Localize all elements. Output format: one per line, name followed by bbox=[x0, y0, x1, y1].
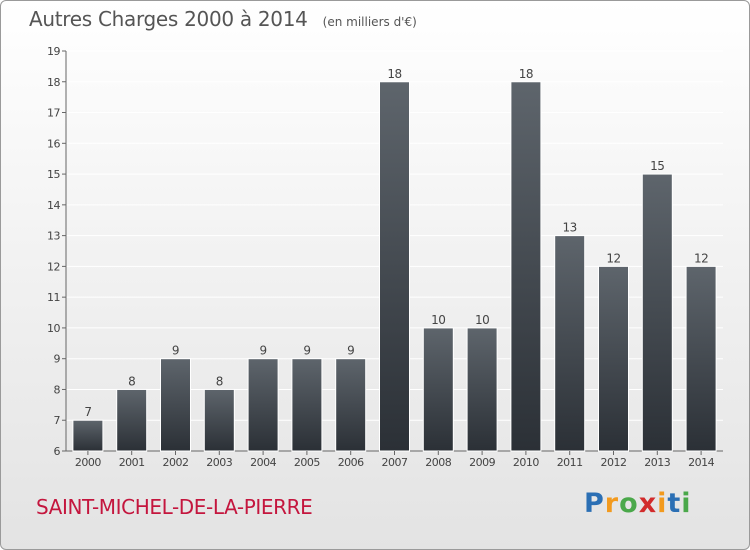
y-tick-label: 7 bbox=[54, 414, 61, 427]
y-tick-label: 14 bbox=[47, 199, 60, 212]
logo-letter: i bbox=[681, 488, 692, 519]
bar-value-label: 9 bbox=[303, 344, 310, 358]
bar-value-label: 10 bbox=[475, 313, 489, 327]
y-tick-label: 17 bbox=[47, 107, 60, 120]
bar bbox=[641, 173, 673, 452]
y-tick-label: 9 bbox=[54, 353, 61, 366]
y-tick-label: 18 bbox=[47, 76, 60, 89]
bar-value-label: 18 bbox=[387, 67, 401, 81]
y-tick-label: 12 bbox=[47, 260, 60, 273]
logo-letter: t bbox=[667, 488, 682, 519]
bar bbox=[116, 388, 148, 452]
x-tick-label: 2005 bbox=[294, 456, 320, 469]
y-tick-label: 6 bbox=[54, 445, 61, 458]
bar-value-label: 8 bbox=[128, 374, 135, 388]
bar bbox=[247, 358, 279, 452]
x-tick-label: 2006 bbox=[338, 456, 364, 469]
bar-value-label: 9 bbox=[347, 344, 354, 358]
bar bbox=[379, 81, 410, 452]
logo-letter: r bbox=[604, 488, 620, 519]
x-tick-label: 2009 bbox=[469, 456, 495, 469]
y-tick-label: 16 bbox=[47, 137, 60, 150]
logo-letter: i bbox=[657, 488, 668, 519]
x-tick-label: 2007 bbox=[382, 456, 408, 469]
x-tick-label: 2003 bbox=[206, 456, 232, 469]
bar-value-label: 12 bbox=[694, 251, 708, 265]
x-tick-label: 2008 bbox=[425, 456, 451, 469]
logo-letter: P bbox=[584, 488, 605, 519]
x-tick-label: 2010 bbox=[513, 456, 539, 469]
bar bbox=[160, 358, 191, 452]
bar bbox=[291, 358, 323, 452]
y-tick-label: 10 bbox=[47, 322, 60, 335]
bar-value-label: 9 bbox=[172, 344, 179, 358]
bar-value-label: 8 bbox=[216, 374, 223, 388]
bar-value-label: 13 bbox=[563, 221, 577, 235]
x-tick-label: 2002 bbox=[163, 456, 189, 469]
logo-letter: x bbox=[638, 488, 658, 519]
y-tick-label: 11 bbox=[47, 291, 60, 304]
bar bbox=[510, 81, 542, 452]
bar-value-label: 10 bbox=[431, 313, 445, 327]
proxiti-logo: Proxiti bbox=[584, 488, 692, 519]
bar-value-label: 7 bbox=[84, 405, 91, 419]
commune-name: SAINT-MICHEL-DE-LA-PIERRE bbox=[36, 495, 313, 519]
chart-title: Autres Charges 2000 à 2014 bbox=[29, 7, 308, 31]
x-tick-label: 2001 bbox=[119, 456, 145, 469]
bar-value-label: 18 bbox=[519, 67, 533, 81]
bar bbox=[685, 265, 717, 452]
bar-value-label: 12 bbox=[606, 251, 620, 265]
y-tick-label: 19 bbox=[47, 45, 60, 58]
logo-letter: o bbox=[619, 488, 639, 519]
bar bbox=[335, 358, 367, 452]
bar bbox=[598, 265, 629, 452]
x-tick-label: 2004 bbox=[250, 456, 276, 469]
bar bbox=[466, 327, 498, 452]
x-tick-label: 2014 bbox=[688, 456, 714, 469]
bar bbox=[554, 235, 586, 452]
bar bbox=[422, 327, 454, 452]
title-line: Autres Charges 2000 à 2014 (en milliers … bbox=[29, 7, 417, 31]
bar bbox=[72, 419, 104, 452]
x-tick-label: 2011 bbox=[557, 456, 583, 469]
bar-value-label: 9 bbox=[260, 344, 267, 358]
x-tick-label: 2000 bbox=[75, 456, 101, 469]
bar bbox=[203, 388, 235, 452]
chart-subtitle: (en milliers d'€) bbox=[322, 15, 417, 29]
y-tick-label: 15 bbox=[47, 168, 60, 181]
y-tick-label: 13 bbox=[47, 230, 60, 243]
x-tick-label: 2012 bbox=[601, 456, 627, 469]
bar-value-label: 15 bbox=[650, 159, 664, 173]
y-tick-label: 8 bbox=[54, 383, 61, 396]
x-tick-label: 2013 bbox=[644, 456, 670, 469]
